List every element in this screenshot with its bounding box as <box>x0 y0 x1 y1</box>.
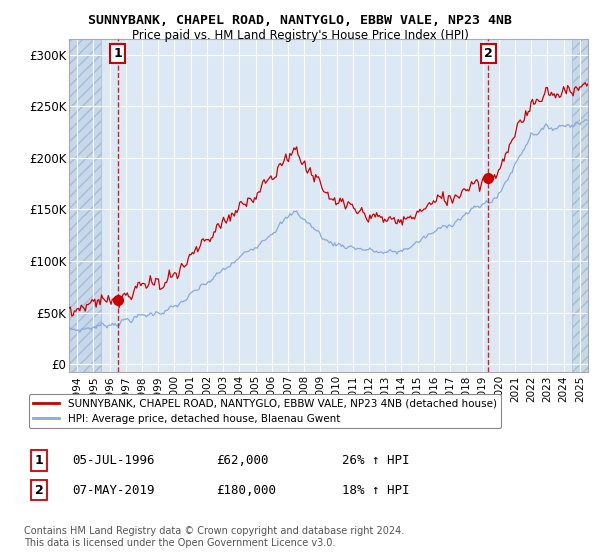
Text: 1: 1 <box>35 454 43 467</box>
Text: Price paid vs. HM Land Registry's House Price Index (HPI): Price paid vs. HM Land Registry's House … <box>131 29 469 42</box>
Text: SUNNYBANK, CHAPEL ROAD, NANTYGLO, EBBW VALE, NP23 4NB: SUNNYBANK, CHAPEL ROAD, NANTYGLO, EBBW V… <box>88 14 512 27</box>
Bar <box>69 39 101 372</box>
Text: £62,000: £62,000 <box>216 454 269 467</box>
Bar <box>572 39 588 372</box>
Text: 18% ↑ HPI: 18% ↑ HPI <box>342 483 409 497</box>
Text: 05-JUL-1996: 05-JUL-1996 <box>72 454 155 467</box>
Text: Contains HM Land Registry data © Crown copyright and database right 2024.
This d: Contains HM Land Registry data © Crown c… <box>24 526 404 548</box>
Text: 26% ↑ HPI: 26% ↑ HPI <box>342 454 409 467</box>
Text: 1: 1 <box>113 48 122 60</box>
Text: 2: 2 <box>484 48 493 60</box>
Text: £180,000: £180,000 <box>216 483 276 497</box>
Text: 07-MAY-2019: 07-MAY-2019 <box>72 483 155 497</box>
Legend: SUNNYBANK, CHAPEL ROAD, NANTYGLO, EBBW VALE, NP23 4NB (detached house), HPI: Ave: SUNNYBANK, CHAPEL ROAD, NANTYGLO, EBBW V… <box>29 394 501 428</box>
Text: 2: 2 <box>35 483 43 497</box>
